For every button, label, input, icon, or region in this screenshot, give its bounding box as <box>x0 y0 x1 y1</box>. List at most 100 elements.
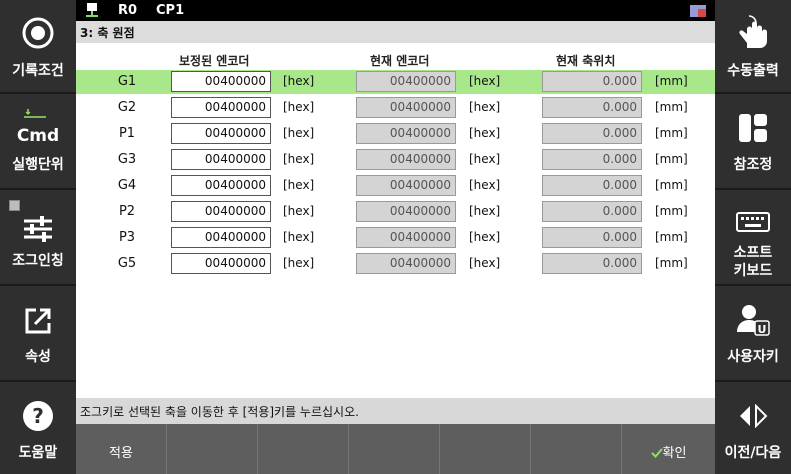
reference-window-label: 참조정 <box>733 157 773 173</box>
hex-unit-label: [hex] <box>283 178 315 192</box>
current-position-field: 0.000 <box>542 71 642 92</box>
window-layout-icon <box>739 114 767 142</box>
soft-keyboard-label-2: 키보드 <box>733 263 773 279</box>
axis-label: P3 <box>118 230 136 245</box>
flag-icon <box>690 5 706 17</box>
current-encoder-field: 00400000 <box>356 71 456 92</box>
mm-unit-label: [mm] <box>655 256 688 270</box>
sliders-icon <box>24 216 52 242</box>
hex-unit-label: [hex] <box>283 100 315 114</box>
current-position-field: 0.000 <box>542 149 642 170</box>
soft-keyboard-button[interactable]: 소프트 키보드 <box>715 192 791 286</box>
jog-inching-button[interactable]: 조그인칭 <box>0 192 76 286</box>
current-position-field: 0.000 <box>542 201 642 222</box>
external-link-icon <box>25 308 51 334</box>
properties-label: 속성 <box>25 349 51 365</box>
calibrated-encoder-field[interactable]: 00400000 <box>171 97 271 118</box>
user-key-button[interactable]: U 사용자키 <box>715 288 791 382</box>
status-message: 조그키로 선택된 축을 이동한 후 [적용]키를 누르십시오. <box>76 398 715 424</box>
mm-unit-label: [mm] <box>655 230 688 244</box>
bottom-slot-5 <box>440 424 531 474</box>
help-button[interactable]: ? 도움말 <box>0 384 76 474</box>
record-icon <box>22 17 54 49</box>
soft-keyboard-label-1: 소프트 <box>733 245 773 261</box>
confirm-label: 확인 <box>662 446 687 461</box>
axis-label: G3 <box>117 152 137 167</box>
hex-unit-label: [hex] <box>283 230 315 244</box>
table-row[interactable]: G5 00400000 [hex] 00400000 [hex] 0.000 [mm] <box>76 252 715 276</box>
calibrated-encoder-field[interactable]: 00400000 <box>171 149 271 170</box>
apply-button[interactable]: 적용 <box>76 424 167 474</box>
prev-next-button[interactable]: 이전/다음 <box>715 384 791 474</box>
svg-text:?: ? <box>32 404 44 428</box>
hex-unit-label: [hex] <box>469 230 501 244</box>
table-row[interactable]: P2 00400000 [hex] 00400000 [hex] 0.000 [mm] <box>76 200 715 224</box>
mm-unit-label: [mm] <box>655 178 688 192</box>
mm-unit-label: [mm] <box>655 126 688 140</box>
current-position-field: 0.000 <box>542 227 642 248</box>
current-encoder-field: 00400000 <box>356 201 456 222</box>
mm-unit-label: [mm] <box>655 74 688 88</box>
help-icon: ? <box>23 401 53 431</box>
teach-pendant-icon <box>86 3 98 17</box>
hex-unit-label: [hex] <box>469 256 501 270</box>
record-condition-button[interactable]: 기록조건 <box>0 0 76 94</box>
hex-unit-label: [hex] <box>469 100 501 114</box>
step-icon <box>24 109 46 118</box>
column-header-current-position: 현재 축위치 <box>556 54 616 68</box>
table-row[interactable]: G4 00400000 [hex] 00400000 [hex] 0.000 [mm] <box>76 174 715 198</box>
hex-unit-label: [hex] <box>283 152 315 166</box>
jog-inching-checkbox[interactable] <box>9 200 20 211</box>
hex-unit-label: [hex] <box>283 256 315 270</box>
right-sidebar: 수동출력 참조정 소프트 키보드 U 사용자키 <box>715 0 791 474</box>
table-row[interactable]: G2 00400000 [hex] 00400000 [hex] 0.000 [mm] <box>76 96 715 120</box>
table-row[interactable]: P3 00400000 [hex] 00400000 [hex] 0.000 [mm] <box>76 226 715 250</box>
current-encoder-field: 00400000 <box>356 97 456 118</box>
calibrated-encoder-field[interactable]: 00400000 <box>171 201 271 222</box>
table-row[interactable]: G1 00400000 [hex] 00400000 [hex] 0.000 [mm] <box>76 70 715 94</box>
status-bar: R0 CP1 <box>76 0 715 21</box>
manual-output-button[interactable]: 수동출력 <box>715 0 791 94</box>
calibrated-encoder-field[interactable]: 00400000 <box>171 175 271 196</box>
axis-origin-table: 보정된 엔코더 현재 엔코더 현재 축위치 G1 00400000 [hex] 004… <box>76 43 715 398</box>
current-position-field: 0.000 <box>542 253 642 274</box>
left-sidebar: 기록조건 Cmd 실행단위 조그인칭 속성 <box>0 0 76 474</box>
mm-unit-label: [mm] <box>655 204 688 218</box>
calibrated-encoder-field[interactable]: 00400000 <box>171 71 271 92</box>
bottom-slot-3 <box>258 424 349 474</box>
record-condition-label: 기록조건 <box>12 63 64 79</box>
manual-output-label: 수동출력 <box>727 63 779 79</box>
table-row[interactable]: P1 00400000 [hex] 00400000 [hex] 0.000 [mm] <box>76 122 715 146</box>
current-position-field: 0.000 <box>542 175 642 196</box>
hex-unit-label: [hex] <box>469 126 501 140</box>
check-icon <box>650 448 663 458</box>
calibrated-encoder-field[interactable]: 00400000 <box>171 227 271 248</box>
hex-unit-label: [hex] <box>469 74 501 88</box>
exec-cmd-label: Cmd <box>16 126 60 146</box>
bottom-slot-6 <box>531 424 622 474</box>
svg-text:U: U <box>758 323 767 336</box>
robot-indicator: R0 <box>118 3 138 18</box>
current-position-field: 0.000 <box>542 123 642 144</box>
current-encoder-field: 00400000 <box>356 175 456 196</box>
table-row[interactable]: G3 00400000 [hex] 00400000 [hex] 0.000 [mm] <box>76 148 715 172</box>
program-indicator: CP1 <box>156 3 185 18</box>
hex-unit-label: [hex] <box>469 204 501 218</box>
axis-label: G2 <box>117 100 137 115</box>
calibrated-encoder-field[interactable]: 00400000 <box>171 123 271 144</box>
keyboard-icon <box>736 212 770 232</box>
current-encoder-field: 00400000 <box>356 227 456 248</box>
user-key-label: 사용자키 <box>727 349 779 365</box>
axis-label: G5 <box>117 256 137 271</box>
mm-unit-label: [mm] <box>655 100 688 114</box>
axis-label: G1 <box>117 74 137 89</box>
bottom-toolbar: 적용 확인 <box>76 424 715 474</box>
reference-window-button[interactable]: 참조정 <box>715 96 791 190</box>
exec-unit-button[interactable]: Cmd 실행단위 <box>0 96 76 190</box>
properties-button[interactable]: 속성 <box>0 288 76 382</box>
hex-unit-label: [hex] <box>283 74 315 88</box>
calibrated-encoder-field[interactable]: 00400000 <box>171 253 271 274</box>
mm-unit-label: [mm] <box>655 152 688 166</box>
confirm-button[interactable]: 확인 <box>622 424 715 474</box>
current-encoder-field: 00400000 <box>356 149 456 170</box>
